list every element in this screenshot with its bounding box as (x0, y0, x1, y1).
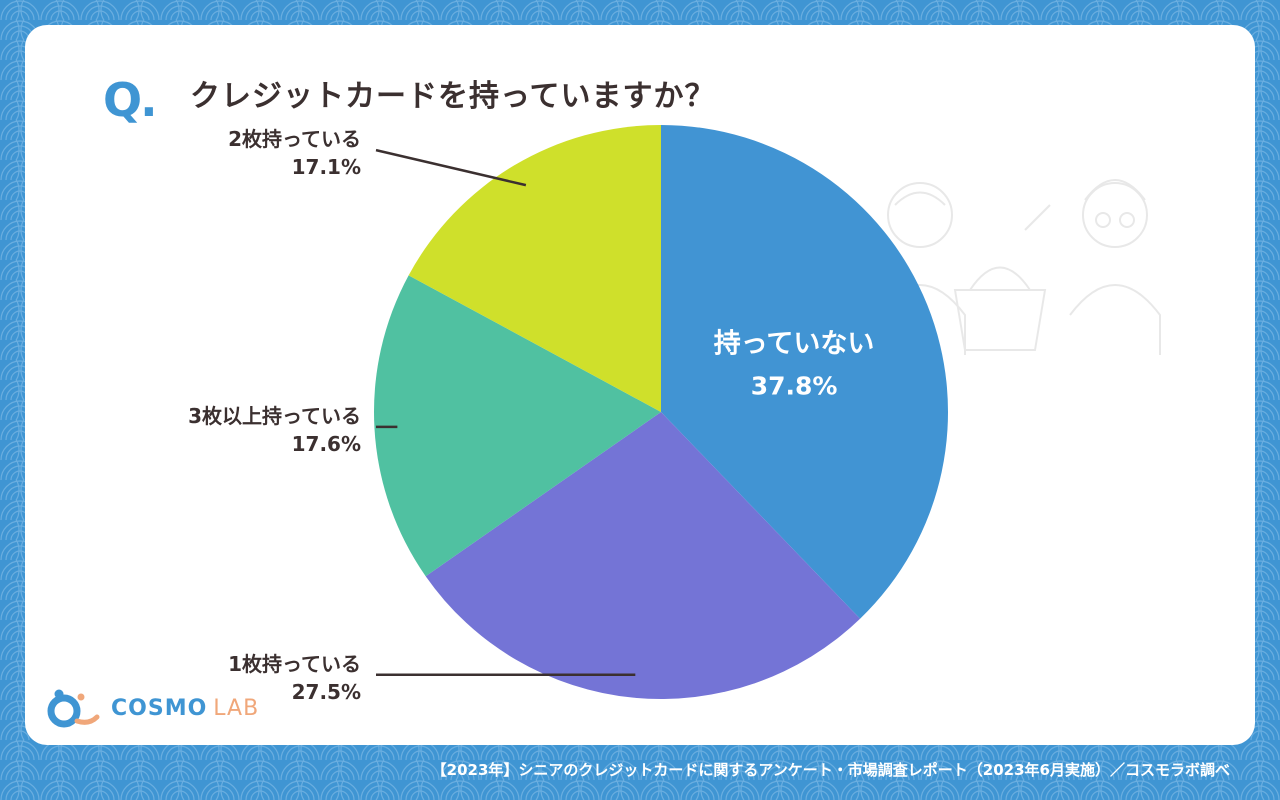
pie-chart: 持っていない 37.8% 1枚持っている 27.5% 3枚以上持っている 17.6% 2枚持… (188, 124, 1161, 704)
question-mark-label: Q. (103, 73, 158, 127)
pie-slice-2 (425, 412, 861, 699)
slice-label-2: 1枚持っている (228, 652, 361, 676)
slice-label-3: 3枚以上持っている (188, 404, 361, 428)
slice-label-1: 持っていない (714, 328, 875, 359)
slice-value-3: 17.6% (292, 432, 361, 456)
senior-couple-illustration (874, 179, 1161, 355)
logo-suffix: LAB (213, 695, 260, 721)
pie-labels: 持っていない 37.8% 1枚持っている 27.5% 3枚以上持っている 17.6% 2枚持… (188, 127, 874, 704)
leader-line-4 (375, 148, 527, 187)
pie-slice-4 (408, 124, 661, 412)
slice-label-4: 2枚持っている (228, 127, 361, 151)
slice-value-4: 17.1% (292, 155, 361, 179)
slice-value-1: 37.8% (751, 371, 838, 400)
logo-name: COSMO (111, 695, 208, 721)
slice-value-2: 27.5% (292, 680, 361, 704)
content-card: Q. クレジットカードを持っていますか？ 持っていない 37.8% 1枚持っている 2… (25, 25, 1255, 745)
pie-slice-1 (661, 125, 948, 619)
source-footer: 【2023年】シニアのクレジットカードに関するアンケート・市場調査レポート（20… (431, 761, 1230, 779)
pie-leader-lines (375, 148, 636, 677)
logo-wordmark: COSMO LAB (111, 696, 259, 721)
cosmo-lab-logo-mark-icon (47, 689, 100, 728)
pie-slices (374, 124, 948, 699)
question-title: クレジットカードを持っていますか？ (190, 79, 716, 114)
cosmo-lab-logo: COSMO LAB (47, 685, 259, 731)
pie-slice-3 (374, 275, 661, 577)
